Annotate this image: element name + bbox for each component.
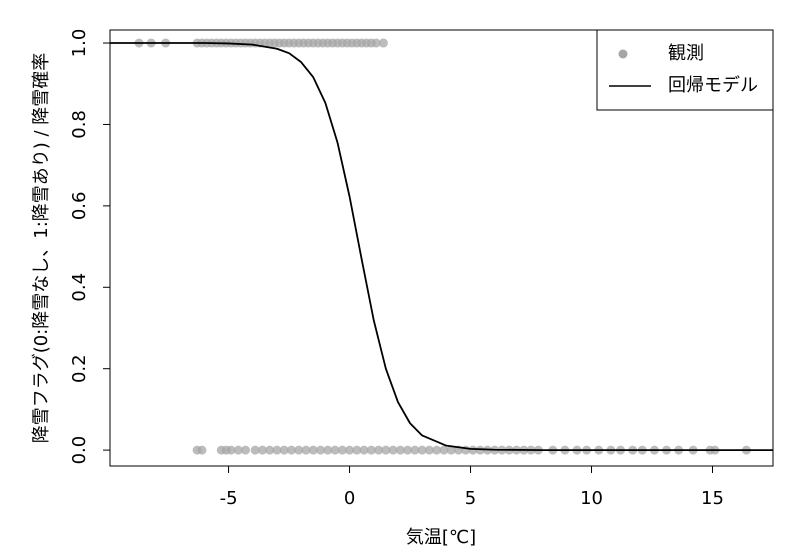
observation-point (294, 445, 304, 455)
observation-point (417, 445, 427, 455)
observation-point (345, 445, 355, 455)
x-tick-label: 15 (701, 488, 724, 509)
observation-point (250, 445, 260, 455)
observation-point (316, 445, 326, 455)
observation-point (337, 445, 347, 455)
observation-point (439, 445, 449, 455)
observation-point (359, 445, 369, 455)
observation-point (272, 445, 282, 455)
observation-point (226, 445, 236, 455)
observation-point (257, 445, 267, 455)
y-tick-label: 0.2 (69, 354, 90, 383)
observation-point (279, 445, 289, 455)
x-tick-label: 0 (344, 488, 355, 509)
legend-box (596, 29, 774, 111)
observation-point (378, 38, 388, 48)
observation-point (352, 445, 362, 455)
observation-point (301, 445, 311, 455)
observation-point (388, 445, 398, 455)
y-tick-label: 1.0 (69, 29, 90, 58)
x-tick-label: 10 (580, 488, 603, 509)
observation-point (381, 445, 391, 455)
observation-point (432, 445, 442, 455)
legend-symbol (618, 49, 628, 59)
observation-point (424, 445, 434, 455)
observation-point (366, 445, 376, 455)
observation-point (374, 445, 384, 455)
observation-point (330, 445, 340, 455)
observation-point (197, 445, 207, 455)
observation-point (286, 445, 296, 455)
observation-point (323, 445, 333, 455)
model-curve (110, 42, 773, 452)
observation-point (410, 445, 420, 455)
y-tick-label: 0.0 (69, 436, 90, 465)
observation-point (308, 445, 318, 455)
observation-point (468, 445, 478, 455)
y-tick-label: 0.6 (69, 192, 90, 221)
legend-label: 観測 (668, 43, 704, 64)
observation-point (395, 445, 405, 455)
plot-frame (109, 29, 774, 467)
x-tick-label: -5 (220, 488, 238, 509)
y-axis-label: 降雪フラグ(0:降雪なし、1:降雪あり) / 降雪確率 (31, 53, 52, 444)
observation-point (265, 445, 275, 455)
observation-point (241, 445, 251, 455)
legend-label: 回帰モデル (668, 75, 758, 96)
y-tick-label: 0.8 (69, 110, 90, 139)
observation-point (403, 445, 413, 455)
y-tick-label: 0.4 (69, 273, 90, 302)
observation-point (446, 445, 456, 455)
observation-point (233, 445, 243, 455)
observation-point (371, 38, 381, 48)
x-axis-label: 気温[℃] (406, 527, 476, 548)
x-tick-label: 5 (465, 488, 476, 509)
